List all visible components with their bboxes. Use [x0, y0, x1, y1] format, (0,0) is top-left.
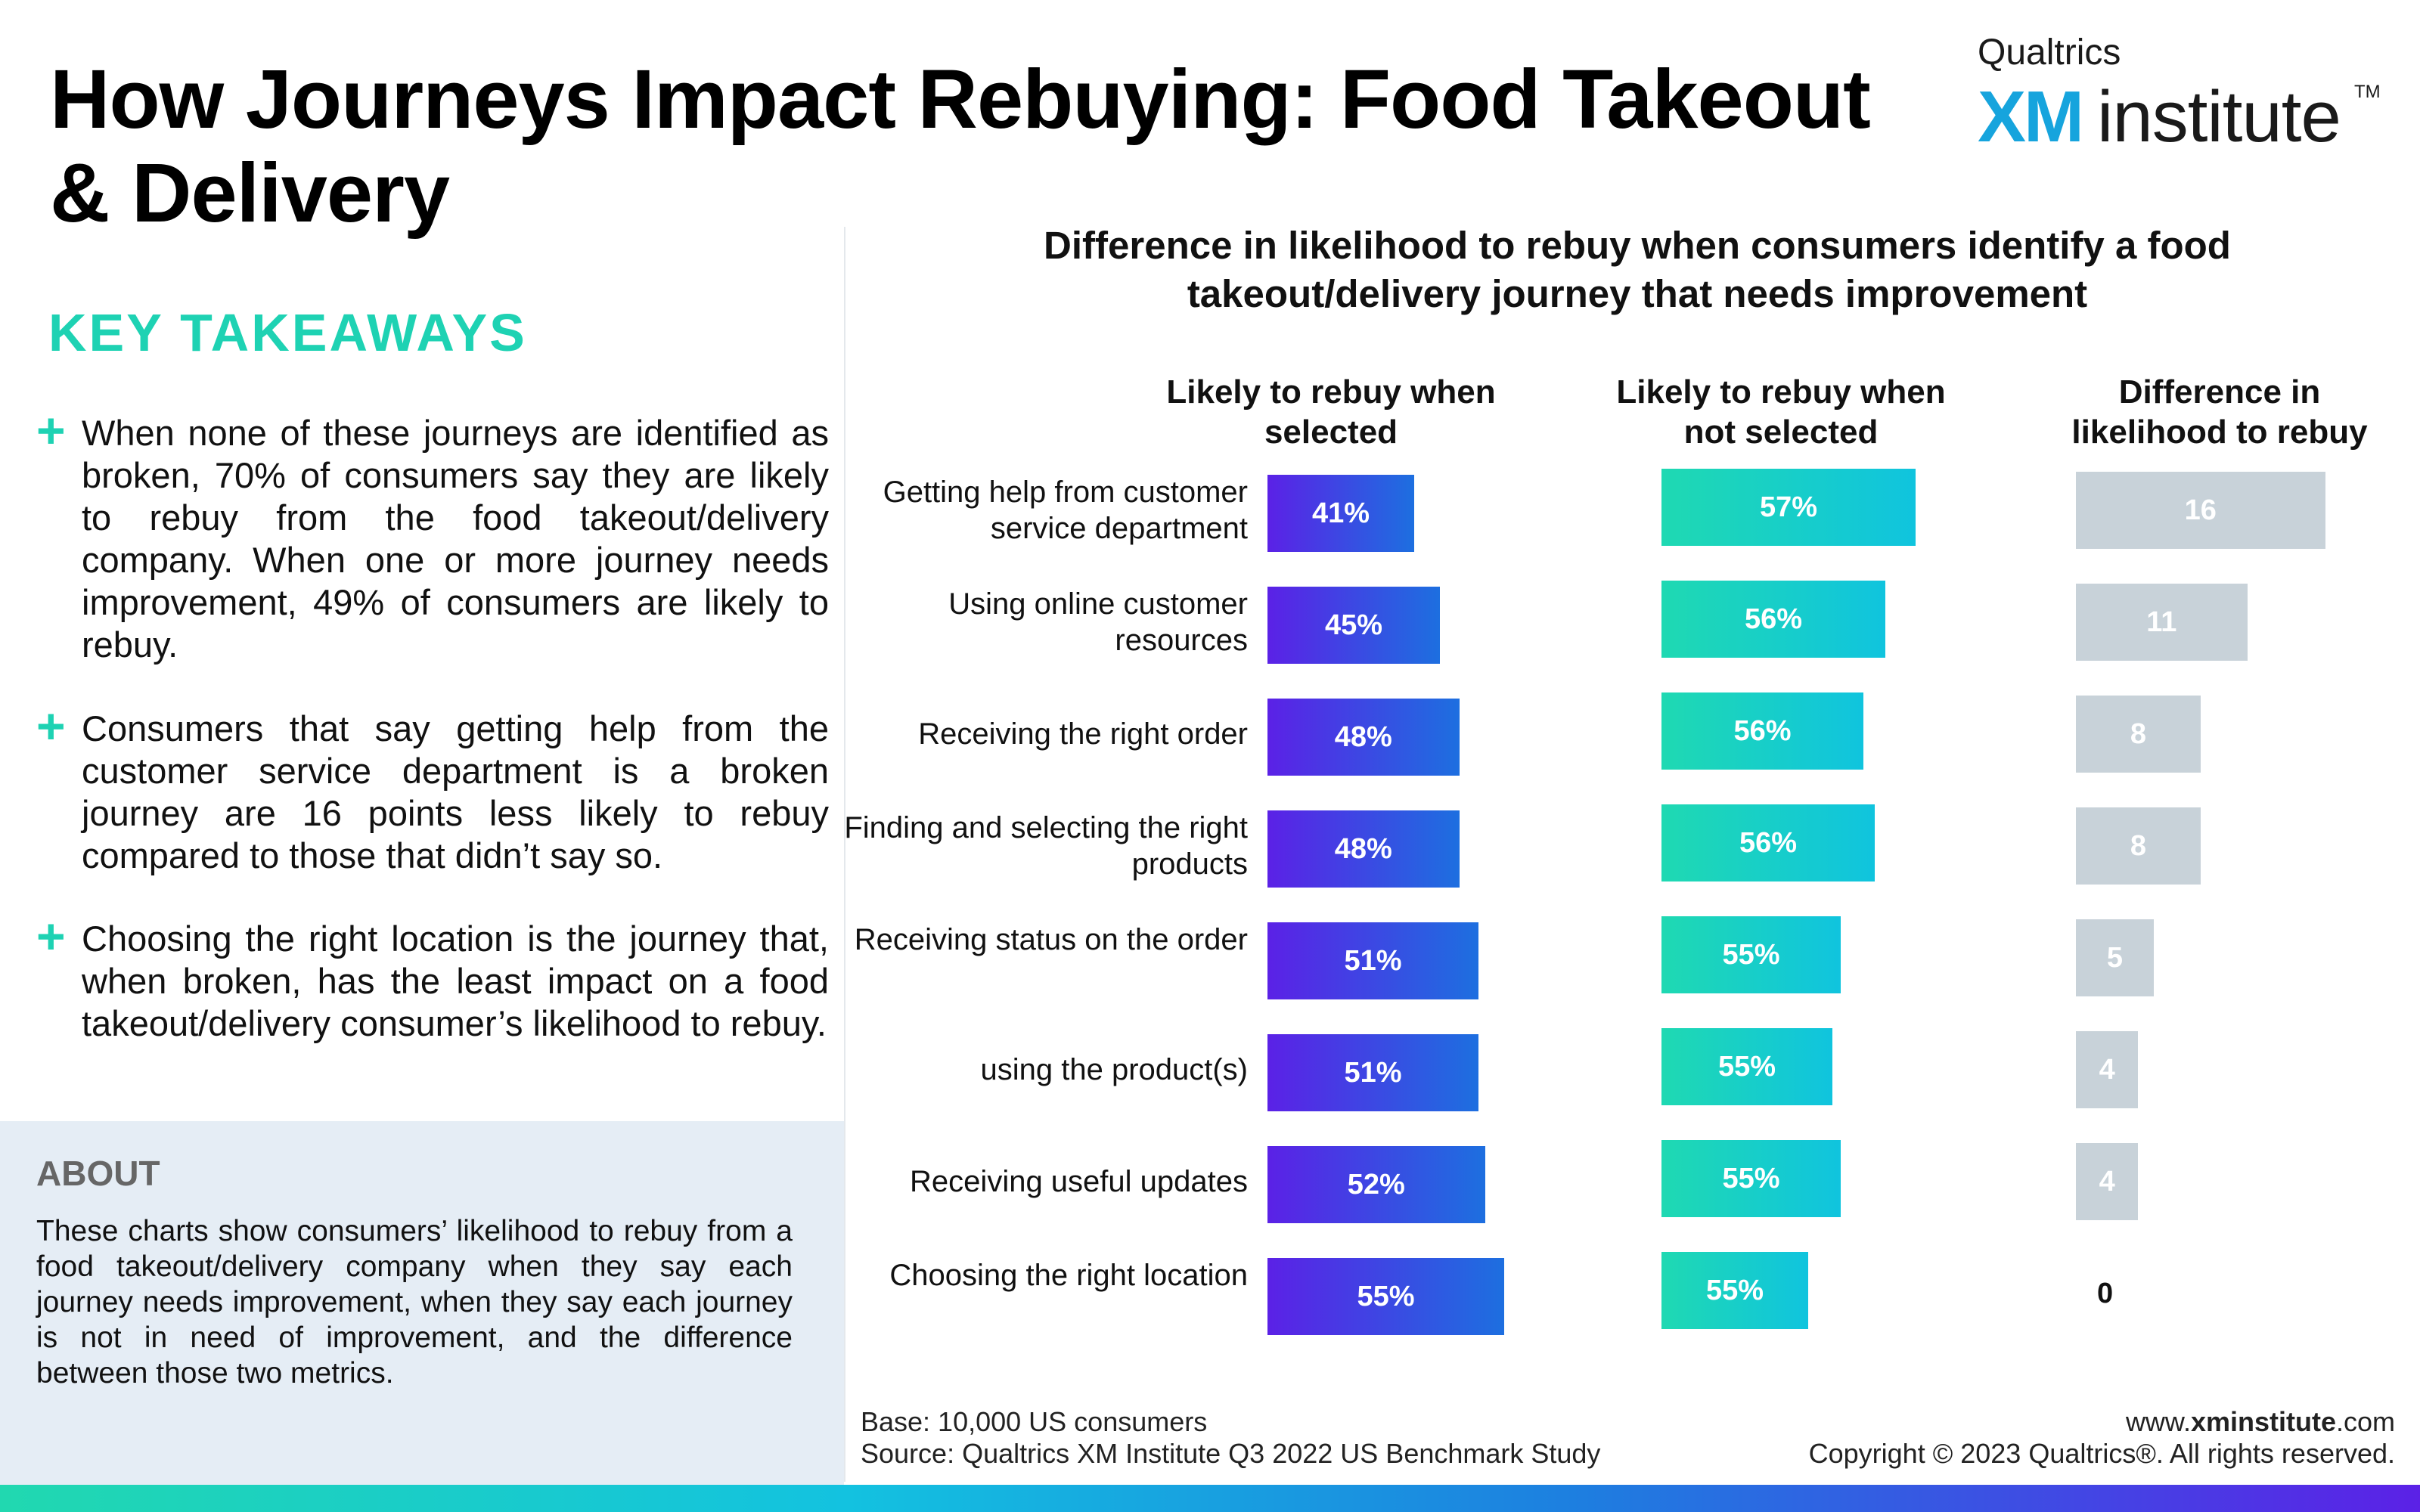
category-label: Getting help from customer service depar… [883, 476, 1248, 545]
bar-difference: 0 [2097, 1277, 2114, 1309]
bar-difference: 4 [2076, 1143, 2139, 1220]
category-label: Receiving useful updates [910, 1165, 1248, 1198]
category-label: Receiving status on the order [854, 923, 1248, 956]
bar-selected: 41% [1267, 475, 1414, 552]
footer-base: Base: 10,000 US consumers [861, 1406, 1208, 1437]
brand-institute-text: institute [2097, 76, 2341, 157]
bar-difference: 8 [2076, 696, 2201, 773]
brand-trademark: TM [2354, 82, 2381, 102]
bar-difference: 4 [2076, 1031, 2139, 1108]
bar-selected: 55% [1267, 1258, 1504, 1335]
bar-selected: 52% [1267, 1146, 1485, 1223]
bar-not-selected: 56% [1661, 692, 1863, 770]
plus-icon: + [36, 402, 66, 458]
plus-icon: + [36, 908, 66, 964]
footer-source: Source: Qualtrics XM Institute Q3 2022 U… [861, 1438, 1601, 1469]
bottom-gradient-stripe [0, 1485, 2420, 1512]
column-header-not-selected: Likely to rebuy when not selected [1616, 373, 1946, 451]
brand-qualtrics-text: Qualtrics [1978, 33, 2121, 73]
footer-url[interactable]: www.xminstitute.com [2125, 1406, 2395, 1437]
takeaway-text: Choosing the right location is the journ… [82, 919, 829, 1043]
bar-difference: 16 [2076, 472, 2325, 549]
chart-title: Difference in likelihood to rebuy when c… [1044, 224, 2231, 315]
column-header-selected: Likely to rebuy when selected [1166, 373, 1496, 451]
bar-selected: 51% [1267, 922, 1478, 999]
footer-notes: Base: 10,000 US consumers Source: Qualtr… [861, 1406, 1600, 1470]
footer-copyright: Copyright © 2023 Qualtrics®. All rights … [1808, 1438, 2395, 1469]
page-title: How Journeys Impact Rebuying: Food Takeo… [50, 53, 1871, 240]
bar-not-selected: 55% [1661, 1028, 1832, 1105]
bar-not-selected: 55% [1661, 916, 1841, 993]
about-panel [0, 1121, 844, 1485]
bar-selected: 45% [1267, 587, 1440, 664]
category-label: Receiving the right order [918, 717, 1248, 751]
bar-selected: 48% [1267, 810, 1460, 888]
about-heading: ABOUT [36, 1154, 160, 1193]
bar-not-selected: 55% [1661, 1140, 1841, 1217]
category-label: Using online customer resources [948, 587, 1248, 657]
bar-selected: 48% [1267, 699, 1460, 776]
category-label: using the product(s) [980, 1053, 1248, 1086]
category-label: Choosing the right location [889, 1259, 1248, 1292]
bar-difference: 8 [2076, 807, 2201, 885]
key-takeaways-heading: KEY TAKEAWAYS [48, 303, 527, 362]
bar-difference: 5 [2076, 919, 2154, 996]
footer-credits: www.xminstitute.com Copyright © 2023 Qua… [1809, 1406, 2395, 1470]
bar-selected: 51% [1267, 1034, 1478, 1111]
bar-not-selected: 56% [1661, 804, 1875, 881]
category-label: Finding and selecting the right products [844, 811, 1248, 881]
plus-icon: + [36, 698, 66, 754]
column-header-difference: Difference in likelihood to rebuy [2071, 373, 2368, 451]
brand-logo: Qualtrics XM institute TM [1978, 32, 2381, 157]
bar-not-selected: 56% [1661, 581, 1885, 658]
about-text: These charts show consumers’ likelihood … [36, 1215, 793, 1390]
bar-difference: 11 [2076, 584, 2248, 661]
brand-xm-text: XM [1978, 76, 2084, 157]
takeaway-text: When none of these journeys are identifi… [82, 413, 829, 665]
column-divider [844, 227, 845, 1482]
bar-not-selected: 57% [1661, 469, 1916, 546]
takeaway-text: Consumers that say getting help from the… [82, 708, 829, 875]
bar-not-selected: 55% [1661, 1252, 1808, 1329]
